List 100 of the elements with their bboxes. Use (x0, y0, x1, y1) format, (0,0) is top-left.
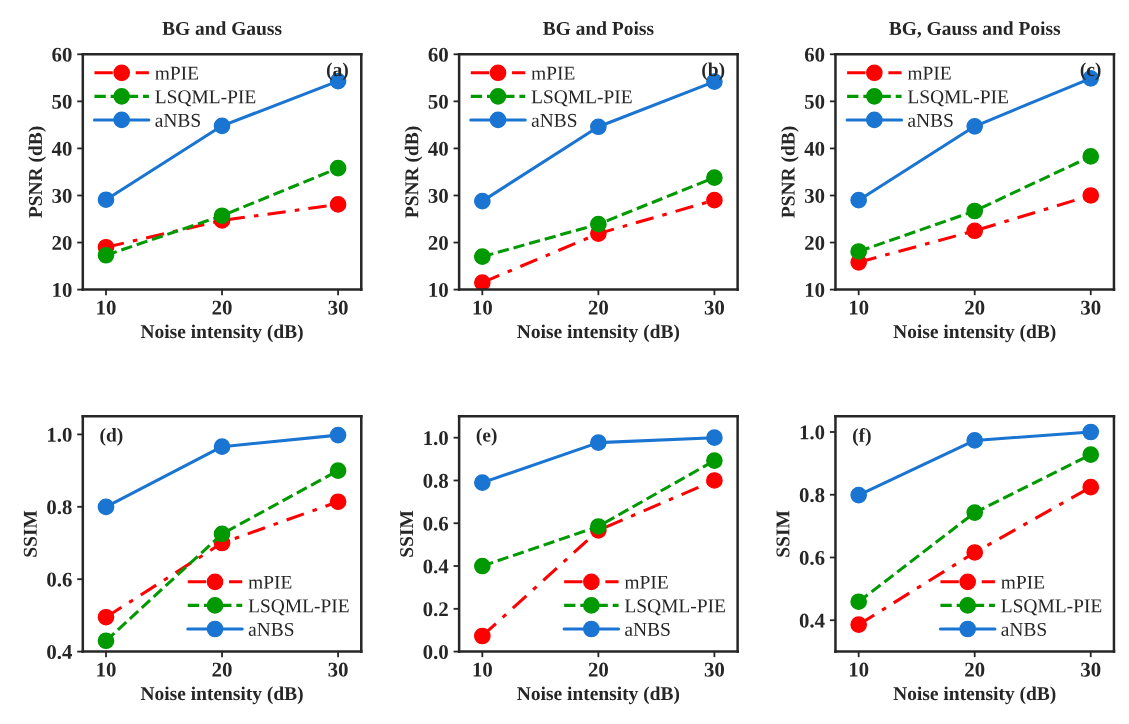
legend-label: mPIE (624, 575, 668, 589)
legend-label: aNBS (155, 113, 200, 127)
x-axis-title: Noise intensity (dB) (140, 686, 303, 705)
y-tick-label: 50 (805, 94, 825, 109)
x-tick-label: 10 (97, 300, 116, 315)
y-tick-label: 40 (51, 141, 72, 156)
y-tick-label: 0.8 (423, 473, 449, 488)
y-tick-label: 0.6 (47, 572, 72, 587)
x-tick-label: 20 (212, 300, 232, 315)
y-tick-label: 30 (428, 188, 448, 203)
legend-label: mPIE (248, 575, 292, 589)
y-tick-label: 50 (428, 94, 448, 109)
x-tick-label: 30 (1081, 300, 1101, 315)
x-tick-label: 10 (849, 662, 869, 677)
point (329, 493, 347, 511)
x-tick-label: 10 (849, 300, 869, 315)
chart-title: BG and Poiss (543, 21, 654, 36)
y-tick-label: 50 (52, 94, 72, 109)
point (706, 472, 723, 489)
y-tick-label: 0.0 (423, 644, 448, 660)
y-tick-label: 30 (52, 188, 72, 203)
legend-label: LSQML-PIE (531, 90, 632, 107)
y-tick-label: 1.0 (800, 425, 825, 440)
legend-label: LSQML-PIE (155, 90, 256, 107)
point (966, 432, 984, 449)
point (1082, 148, 1100, 165)
legend-label: mPIE (155, 66, 199, 80)
point (706, 452, 723, 469)
legend-label: mPIE (1001, 575, 1045, 589)
legend-label: LSQML-PIE (907, 90, 1008, 107)
x-tick-label: 20 (588, 300, 608, 315)
point (97, 632, 115, 650)
point (706, 169, 723, 186)
x-tick-label: 20 (588, 662, 608, 677)
legend-label: LSQML-PIE (1001, 599, 1102, 616)
y-axis-title: PSNR (dB) (28, 126, 46, 218)
annotation: (e) (476, 428, 497, 446)
point (706, 429, 723, 447)
y-tick-label: 60 (804, 47, 825, 62)
point (329, 196, 347, 213)
legend-label: mPIE (907, 66, 951, 80)
point (473, 248, 491, 265)
y-axis-title: SSIM (23, 510, 37, 557)
y-axis-title: SSIM (776, 510, 790, 557)
y-tick-label: 40 (804, 141, 825, 156)
point (97, 498, 115, 516)
point (706, 191, 723, 209)
y-tick-label: 0.6 (799, 550, 825, 565)
y-tick-label: 20 (52, 235, 72, 250)
y-tick-label: 0.4 (423, 559, 449, 574)
point (590, 215, 607, 233)
point (850, 191, 868, 209)
y-tick-label: 20 (428, 235, 448, 250)
y-tick-label: 0.8 (799, 488, 825, 503)
y-tick-label: 30 (804, 188, 825, 203)
x-axis-title: Noise intensity (dB) (517, 686, 680, 705)
legend-label: aNBS (531, 113, 577, 127)
x-tick-label: 30 (328, 662, 348, 677)
y-tick-label: 60 (52, 47, 72, 62)
y-tick-label: 10 (53, 282, 72, 298)
point (213, 525, 231, 543)
point (966, 202, 984, 220)
point (850, 243, 868, 260)
y-tick-label: 10 (429, 282, 448, 298)
legend-label: LSQML-PIE (248, 599, 349, 616)
point (97, 246, 115, 264)
point (966, 544, 984, 561)
y-axis-title: PSNR (dB) (404, 126, 423, 218)
x-axis-title: Noise intensity (dB) (517, 324, 680, 343)
x-tick-label: 10 (473, 300, 492, 315)
point (473, 274, 491, 290)
x-axis-title: Noise intensity (dB) (140, 324, 303, 343)
legend-label: mPIE (531, 66, 575, 80)
point (1082, 478, 1100, 496)
annotation: (f) (853, 428, 871, 446)
point (1082, 423, 1100, 441)
x-tick-label: 30 (704, 300, 725, 315)
point (97, 191, 115, 209)
y-axis-title: SSIM (400, 510, 414, 557)
point (329, 159, 347, 177)
point (1082, 187, 1100, 204)
y-tick-label: 1.0 (424, 431, 448, 446)
annotation: (b) (702, 62, 725, 81)
point (213, 438, 231, 456)
x-axis-title: Noise intensity (dB) (893, 324, 1056, 343)
point (473, 192, 491, 210)
x-tick-label: 10 (97, 662, 116, 677)
point (97, 608, 115, 626)
y-tick-label: 0.4 (47, 644, 72, 660)
point (590, 118, 607, 136)
y-tick-label: 1.0 (48, 427, 72, 442)
point (590, 518, 607, 535)
point (213, 117, 231, 135)
x-tick-label: 30 (1081, 662, 1101, 677)
point (966, 117, 984, 135)
point (966, 504, 984, 521)
chart-title: BG, Gauss and Poiss (889, 21, 1061, 38)
x-tick-label: 30 (704, 662, 725, 677)
x-tick-label: 20 (965, 662, 985, 677)
point (473, 557, 491, 575)
